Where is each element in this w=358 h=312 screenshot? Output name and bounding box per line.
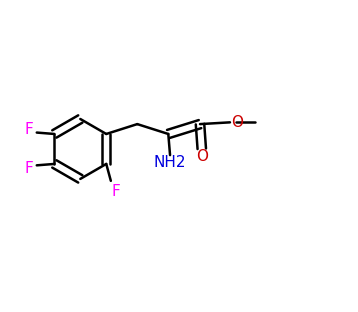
Text: O: O — [196, 149, 208, 164]
Text: F: F — [24, 122, 33, 137]
Text: F: F — [24, 161, 33, 176]
Text: O: O — [231, 115, 243, 130]
Text: NH2: NH2 — [154, 155, 186, 170]
Text: F: F — [111, 184, 120, 199]
